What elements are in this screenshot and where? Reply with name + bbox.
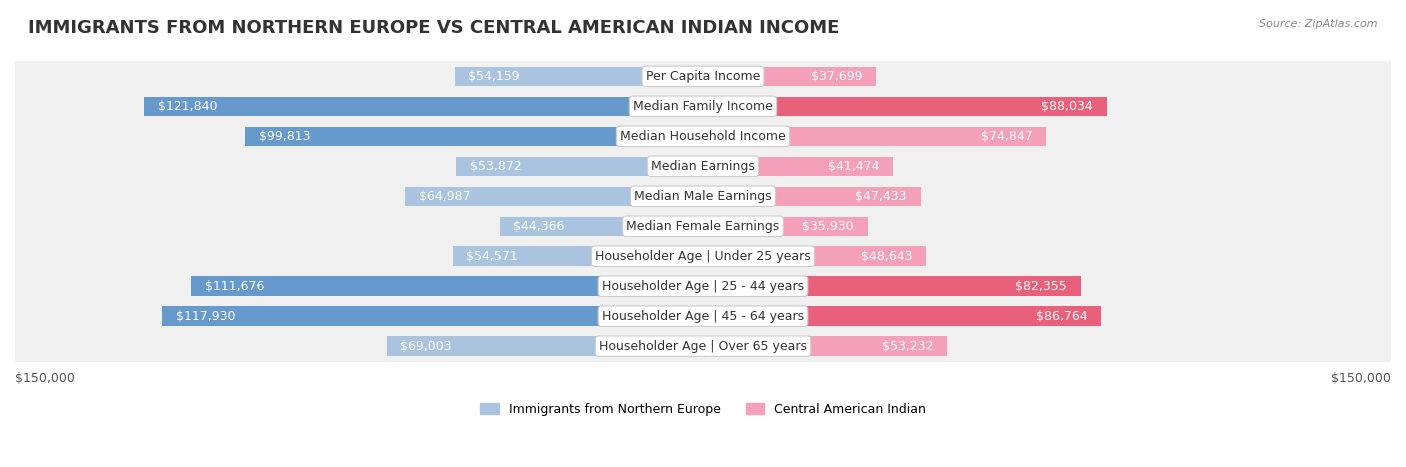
Bar: [703, 186, 921, 206]
Text: $37,699: $37,699: [811, 70, 862, 83]
Text: Householder Age | Under 25 years: Householder Age | Under 25 years: [595, 250, 811, 263]
Text: $88,034: $88,034: [1042, 100, 1092, 113]
Bar: [453, 247, 703, 266]
Legend: Immigrants from Northern Europe, Central American Indian: Immigrants from Northern Europe, Central…: [475, 398, 931, 421]
Bar: [703, 247, 927, 266]
Text: $99,813: $99,813: [259, 130, 311, 143]
Bar: [15, 121, 1391, 152]
Text: Median Household Income: Median Household Income: [620, 130, 786, 143]
Text: $150,000: $150,000: [15, 372, 75, 385]
Text: Median Family Income: Median Family Income: [633, 100, 773, 113]
Bar: [454, 67, 703, 86]
Text: $54,571: $54,571: [467, 250, 519, 263]
Text: $69,003: $69,003: [401, 340, 451, 353]
Text: IMMIGRANTS FROM NORTHERN EUROPE VS CENTRAL AMERICAN INDIAN INCOME: IMMIGRANTS FROM NORTHERN EUROPE VS CENTR…: [28, 19, 839, 37]
Text: $86,764: $86,764: [1036, 310, 1087, 323]
Bar: [456, 156, 703, 176]
Bar: [703, 97, 1107, 116]
Bar: [15, 151, 1391, 182]
Text: Median Earnings: Median Earnings: [651, 160, 755, 173]
Text: $53,872: $53,872: [470, 160, 522, 173]
Text: Householder Age | 45 - 64 years: Householder Age | 45 - 64 years: [602, 310, 804, 323]
Text: $53,232: $53,232: [882, 340, 934, 353]
Bar: [703, 127, 1046, 146]
Text: $35,930: $35,930: [803, 220, 853, 233]
Bar: [703, 336, 948, 356]
Bar: [703, 67, 876, 86]
Bar: [15, 211, 1391, 242]
Bar: [703, 217, 868, 236]
Bar: [145, 97, 703, 116]
Bar: [703, 276, 1081, 296]
Text: $74,847: $74,847: [981, 130, 1032, 143]
Text: Median Male Earnings: Median Male Earnings: [634, 190, 772, 203]
Text: Householder Age | Over 65 years: Householder Age | Over 65 years: [599, 340, 807, 353]
Text: $54,159: $54,159: [468, 70, 520, 83]
Bar: [405, 186, 703, 206]
Bar: [387, 336, 703, 356]
Bar: [162, 306, 703, 326]
Text: Per Capita Income: Per Capita Income: [645, 70, 761, 83]
Text: $47,433: $47,433: [855, 190, 907, 203]
Text: $44,366: $44,366: [513, 220, 565, 233]
Text: Householder Age | 25 - 44 years: Householder Age | 25 - 44 years: [602, 280, 804, 293]
Bar: [245, 127, 703, 146]
Text: $117,930: $117,930: [176, 310, 235, 323]
Text: $64,987: $64,987: [419, 190, 471, 203]
Bar: [15, 91, 1391, 122]
Text: $82,355: $82,355: [1015, 280, 1067, 293]
Text: Median Female Earnings: Median Female Earnings: [627, 220, 779, 233]
Bar: [15, 271, 1391, 302]
Bar: [703, 306, 1101, 326]
Text: Source: ZipAtlas.com: Source: ZipAtlas.com: [1260, 19, 1378, 28]
Text: $48,643: $48,643: [860, 250, 912, 263]
Text: $121,840: $121,840: [157, 100, 218, 113]
Bar: [703, 156, 893, 176]
Bar: [15, 181, 1391, 212]
Bar: [499, 217, 703, 236]
Text: $150,000: $150,000: [1331, 372, 1391, 385]
Bar: [191, 276, 703, 296]
Bar: [15, 301, 1391, 332]
Text: $41,474: $41,474: [828, 160, 880, 173]
Bar: [15, 61, 1391, 92]
Text: $111,676: $111,676: [204, 280, 264, 293]
Bar: [15, 331, 1391, 362]
Bar: [15, 241, 1391, 272]
